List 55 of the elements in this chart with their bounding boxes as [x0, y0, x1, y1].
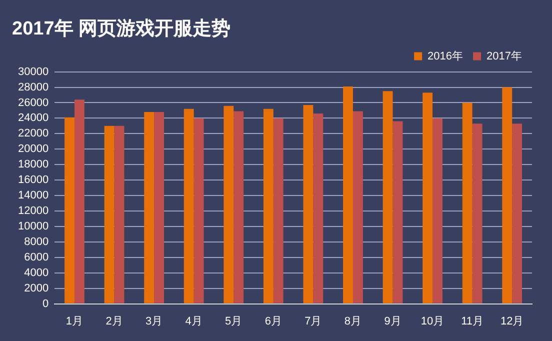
y-tick-label: 18000 — [18, 158, 49, 171]
bar — [352, 111, 363, 304]
x-tick-label: 3月 — [145, 315, 163, 328]
bar — [194, 118, 204, 304]
legend-label: 2016年 — [428, 50, 464, 62]
y-tick-label: 20000 — [18, 143, 49, 156]
bar — [422, 92, 433, 304]
y-tick-label: 28000 — [18, 81, 49, 94]
y-tick-label: 2000 — [24, 282, 49, 294]
y-tick-label: 30000 — [18, 66, 49, 78]
x-tick-label: 2月 — [106, 315, 123, 328]
bar — [234, 111, 244, 304]
bar — [512, 124, 522, 304]
bar — [263, 108, 274, 304]
y-tick-label: 26000 — [18, 96, 49, 109]
y-tick-label: 16000 — [18, 174, 49, 186]
y-tick-label: 8000 — [24, 236, 49, 248]
x-tick-label: 11月 — [461, 315, 484, 328]
bar — [462, 102, 472, 304]
y-tick-label: 22000 — [18, 128, 49, 140]
y-tick-label: 4000 — [24, 266, 49, 279]
x-tick-label: 1月 — [66, 315, 84, 328]
bar — [64, 117, 74, 304]
bar — [184, 108, 194, 304]
bar — [273, 118, 284, 304]
x-tick-label: 12月 — [500, 315, 524, 328]
bar — [432, 118, 442, 304]
bar — [114, 126, 124, 304]
bar — [104, 126, 114, 304]
x-tick-label: 9月 — [384, 315, 402, 328]
x-tick-label: 7月 — [304, 315, 322, 328]
x-tick-label: 4月 — [185, 315, 202, 328]
bar — [224, 106, 234, 304]
y-tick-label: 24000 — [18, 112, 49, 124]
x-tick-label: 6月 — [264, 315, 282, 328]
x-tick-label: 10月 — [420, 315, 444, 328]
bar — [382, 91, 393, 304]
x-tick-label: 8月 — [344, 315, 362, 328]
bar — [313, 114, 324, 304]
bar — [392, 121, 403, 304]
bar — [502, 87, 512, 304]
bar — [343, 86, 353, 304]
y-tick-label: 0 — [42, 298, 49, 310]
bar — [144, 112, 154, 304]
bar — [154, 112, 164, 304]
chart-title: 2017年 网页游戏开服走势 — [12, 18, 231, 40]
legend-label: 2017年 — [486, 50, 522, 62]
y-tick-label: 10000 — [18, 220, 49, 232]
bar — [303, 105, 314, 304]
bar — [74, 100, 84, 304]
y-tick-label: 14000 — [18, 190, 49, 202]
y-tick-label: 12000 — [18, 205, 49, 218]
y-tick-label: 6000 — [24, 251, 49, 264]
bar — [472, 124, 482, 304]
x-tick-label: 5月 — [225, 315, 242, 328]
